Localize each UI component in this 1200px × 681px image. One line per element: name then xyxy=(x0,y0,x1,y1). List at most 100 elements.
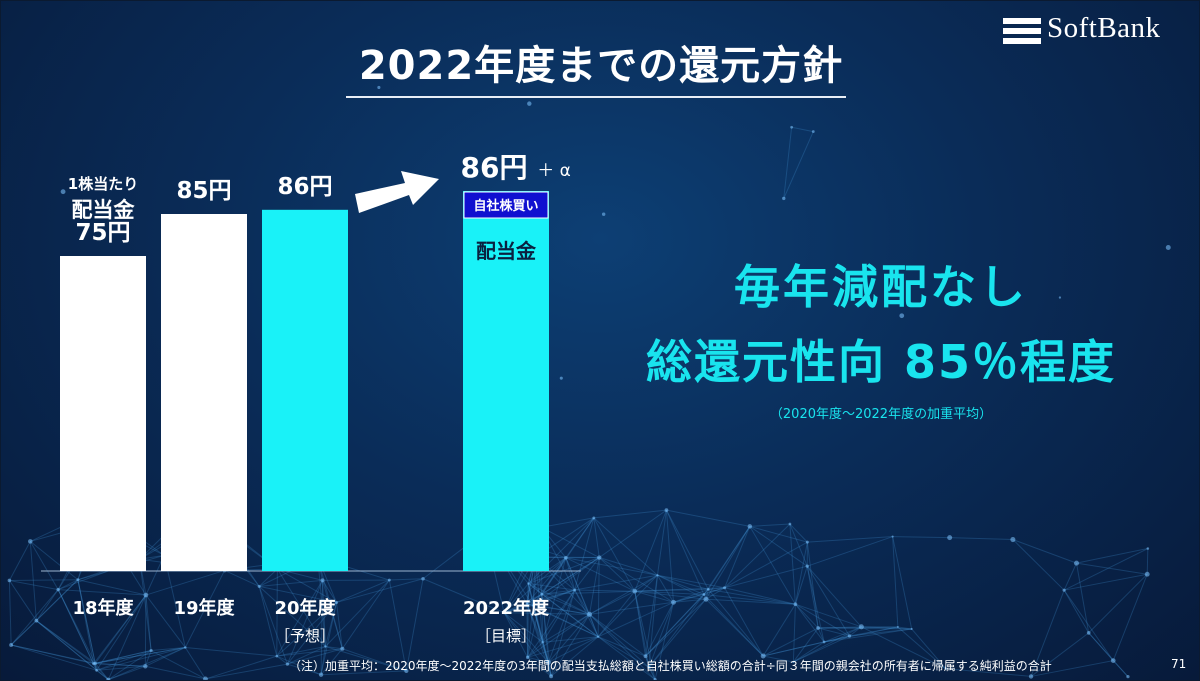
network-link xyxy=(648,602,674,668)
network-link xyxy=(824,628,912,643)
network-link xyxy=(526,603,529,658)
network-link xyxy=(276,580,323,657)
network-link xyxy=(565,557,635,592)
network-node xyxy=(671,599,676,605)
network-link xyxy=(597,557,600,637)
network-link xyxy=(527,656,552,677)
network-link xyxy=(277,568,337,603)
category-label-3: 20年度 xyxy=(274,597,336,619)
network-node xyxy=(760,653,766,659)
network-link xyxy=(541,557,567,595)
network-link xyxy=(724,523,791,589)
network-link xyxy=(29,541,59,590)
network-link xyxy=(817,627,825,643)
network-link xyxy=(665,509,705,595)
network-node xyxy=(643,654,648,659)
network-link xyxy=(657,574,725,589)
network-link xyxy=(634,574,658,592)
network-link xyxy=(589,590,635,615)
network-link xyxy=(634,591,656,680)
network-link xyxy=(666,509,750,527)
network-node xyxy=(549,674,554,679)
network-link xyxy=(8,580,37,621)
network-node xyxy=(899,313,905,319)
network-link xyxy=(93,594,147,664)
network-link xyxy=(276,646,326,657)
network-node xyxy=(527,582,530,585)
network-link xyxy=(325,579,390,647)
network-link xyxy=(320,602,337,675)
network-link xyxy=(593,517,636,592)
network-link xyxy=(336,578,424,603)
network-link xyxy=(673,587,725,603)
network-node xyxy=(788,522,792,526)
network-node xyxy=(647,665,651,669)
dividend-segment-label: 配当金 xyxy=(476,239,537,263)
network-link xyxy=(150,650,206,680)
network-node xyxy=(387,578,391,582)
network-link xyxy=(1012,539,1077,564)
network-node xyxy=(324,645,327,648)
network-link xyxy=(648,594,705,668)
network-link xyxy=(806,566,819,629)
value-label-4: 86円 xyxy=(461,151,528,184)
network-node xyxy=(805,540,809,544)
network-link xyxy=(527,583,534,606)
network-link xyxy=(1076,548,1148,564)
network-link xyxy=(849,626,898,637)
page-number: 71 xyxy=(1171,657,1187,671)
network-node xyxy=(944,667,947,670)
network-link xyxy=(287,646,326,665)
footnote: （注）加重平均：2020年度～2022年度の3年間の配当支払総額と自社株買い総額… xyxy=(289,659,1052,673)
network-link xyxy=(35,589,59,621)
network-node xyxy=(95,668,98,672)
network-link xyxy=(503,557,567,613)
softbank-logo: SoftBank xyxy=(1003,12,1183,47)
network-node xyxy=(531,604,534,607)
value-label-1: 75円 xyxy=(75,220,130,246)
network-link xyxy=(322,580,343,649)
network-link xyxy=(341,579,390,650)
network-node xyxy=(910,627,913,631)
network-node xyxy=(203,676,208,680)
network-link xyxy=(528,583,590,615)
network-link xyxy=(897,626,912,630)
network-link xyxy=(565,557,576,591)
network-link xyxy=(93,663,146,667)
network-link xyxy=(565,557,658,576)
network-node xyxy=(318,672,324,677)
network-link xyxy=(763,635,850,657)
network-node xyxy=(1010,536,1016,543)
network-node xyxy=(257,584,261,588)
network-link xyxy=(185,646,277,657)
network-link xyxy=(892,536,950,539)
network-link xyxy=(793,641,825,663)
network-link xyxy=(258,568,278,587)
network-node xyxy=(1146,547,1150,550)
network-link xyxy=(705,587,725,600)
network-link xyxy=(548,613,590,663)
network-link xyxy=(139,559,152,651)
network-link xyxy=(532,605,549,663)
network-node xyxy=(320,578,325,583)
network-link xyxy=(205,663,288,680)
network-link xyxy=(762,627,819,657)
network-link xyxy=(789,523,808,567)
network-node xyxy=(7,578,12,583)
network-link xyxy=(542,589,576,643)
network-link xyxy=(1012,539,1065,591)
category-label-2: 19年度 xyxy=(173,597,235,619)
network-link xyxy=(36,620,96,664)
network-link xyxy=(792,627,819,663)
network-link xyxy=(634,590,704,596)
network-link xyxy=(574,589,635,592)
network-link xyxy=(724,587,764,657)
network-link xyxy=(184,570,226,648)
network-link xyxy=(526,589,575,605)
network-node xyxy=(816,626,821,630)
network-link xyxy=(703,526,751,595)
network-link xyxy=(645,589,709,657)
page-title: 2022年度までの還元方針 xyxy=(358,43,844,89)
network-link xyxy=(9,579,59,591)
